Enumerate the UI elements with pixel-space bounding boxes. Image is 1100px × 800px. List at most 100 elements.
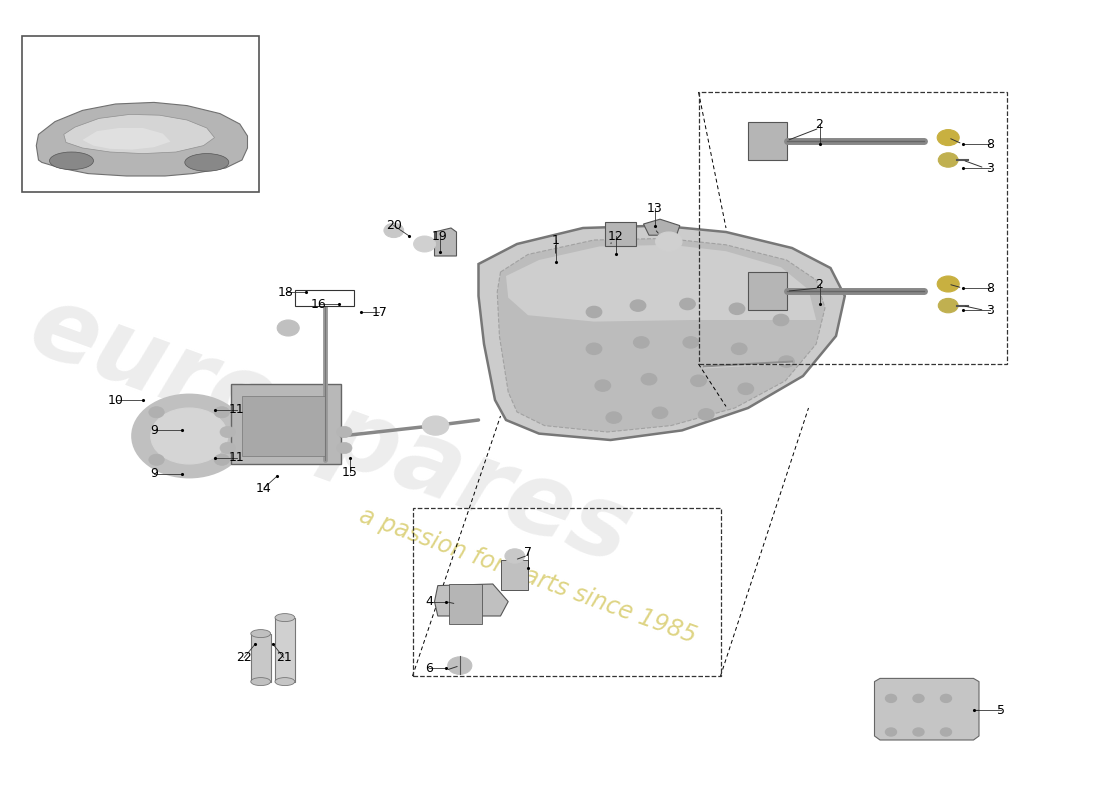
Circle shape [277, 320, 299, 336]
Circle shape [606, 412, 621, 423]
Bar [748, 272, 786, 310]
Ellipse shape [251, 630, 271, 638]
Circle shape [683, 337, 698, 348]
Text: 8: 8 [986, 282, 994, 294]
Text: 13: 13 [647, 202, 662, 214]
Polygon shape [82, 128, 170, 150]
Polygon shape [36, 102, 248, 176]
Circle shape [913, 694, 924, 702]
Text: 2: 2 [815, 118, 824, 130]
Text: 1: 1 [551, 234, 560, 246]
Text: 8: 8 [986, 138, 994, 150]
Circle shape [938, 153, 958, 167]
Circle shape [938, 298, 958, 313]
Text: 16: 16 [311, 298, 327, 310]
Text: eurospares: eurospares [16, 278, 644, 586]
Bar [242, 396, 324, 456]
Circle shape [634, 337, 649, 348]
Text: 3: 3 [986, 162, 994, 174]
Circle shape [151, 408, 228, 464]
Text: 11: 11 [229, 451, 244, 464]
Text: 11: 11 [229, 403, 244, 416]
Circle shape [586, 306, 602, 318]
Circle shape [652, 407, 668, 418]
Circle shape [422, 416, 449, 435]
Text: 22: 22 [236, 651, 252, 664]
Circle shape [698, 409, 714, 420]
Text: 10: 10 [108, 394, 123, 406]
Text: 17: 17 [372, 306, 387, 318]
Text: 20: 20 [386, 219, 402, 232]
Circle shape [738, 383, 754, 394]
Circle shape [505, 549, 525, 563]
Text: 5: 5 [997, 704, 1005, 717]
Text: 6: 6 [425, 662, 433, 674]
Circle shape [940, 694, 952, 702]
Text: 21: 21 [276, 651, 292, 664]
Bar [22, 36, 258, 192]
Polygon shape [275, 618, 295, 682]
Text: 9: 9 [150, 467, 158, 480]
Ellipse shape [275, 678, 295, 686]
Text: 12: 12 [608, 230, 624, 242]
Circle shape [913, 728, 924, 736]
Circle shape [214, 406, 230, 418]
Bar [412, 508, 720, 676]
Text: 18: 18 [278, 286, 294, 298]
Circle shape [384, 223, 404, 238]
Circle shape [886, 694, 896, 702]
Circle shape [779, 356, 794, 367]
Circle shape [132, 394, 246, 478]
Text: 7: 7 [524, 546, 532, 558]
Circle shape [729, 303, 745, 314]
Ellipse shape [50, 152, 94, 170]
Circle shape [641, 374, 657, 385]
Bar [500, 560, 528, 590]
Circle shape [656, 232, 682, 251]
Text: 14: 14 [256, 482, 272, 494]
Text: 19: 19 [432, 230, 448, 242]
Circle shape [220, 426, 235, 438]
Circle shape [595, 380, 610, 391]
Text: 9: 9 [150, 424, 158, 437]
Circle shape [630, 300, 646, 311]
Circle shape [414, 236, 436, 252]
Ellipse shape [275, 614, 295, 622]
Circle shape [448, 657, 472, 674]
Polygon shape [434, 228, 456, 256]
Bar [231, 384, 341, 464]
Circle shape [691, 375, 706, 386]
Ellipse shape [251, 678, 271, 686]
Text: 3: 3 [986, 304, 994, 317]
Circle shape [148, 454, 164, 466]
Polygon shape [251, 634, 271, 682]
Text: 2: 2 [815, 278, 824, 290]
Circle shape [937, 130, 959, 146]
Circle shape [773, 314, 789, 326]
Circle shape [214, 454, 230, 466]
Circle shape [886, 728, 896, 736]
Ellipse shape [185, 154, 229, 171]
Circle shape [680, 298, 695, 310]
Polygon shape [64, 114, 215, 154]
Circle shape [220, 442, 235, 454]
Text: a passion for parts since 1985: a passion for parts since 1985 [356, 504, 700, 648]
Polygon shape [874, 678, 979, 740]
Polygon shape [478, 226, 845, 440]
Text: 15: 15 [342, 466, 358, 478]
Circle shape [337, 426, 352, 438]
Text: 4: 4 [425, 595, 433, 608]
Circle shape [937, 276, 959, 292]
Circle shape [732, 343, 747, 354]
Bar [698, 92, 1006, 364]
Bar [748, 122, 786, 160]
Circle shape [148, 406, 164, 418]
Polygon shape [644, 219, 680, 235]
Polygon shape [434, 584, 508, 616]
Polygon shape [506, 245, 816, 322]
Bar [295, 290, 354, 306]
Circle shape [940, 728, 952, 736]
Bar [449, 584, 482, 624]
Circle shape [586, 343, 602, 354]
Polygon shape [497, 238, 825, 432]
